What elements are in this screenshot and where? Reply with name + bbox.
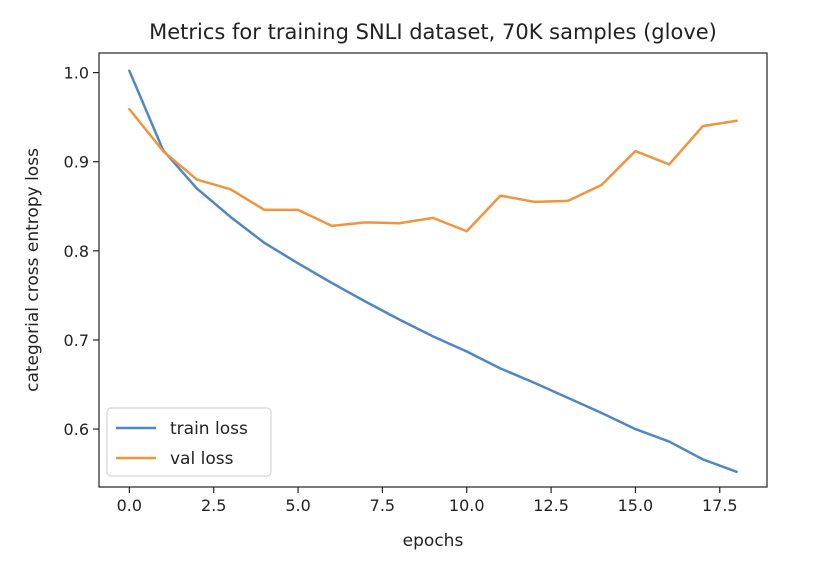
- x-tick-label: 2.5: [201, 496, 226, 515]
- y-tick-label: 1.0: [64, 64, 89, 83]
- x-tick-label: 12.5: [533, 496, 569, 515]
- y-axis-label: categorial cross entropy loss: [23, 148, 43, 392]
- y-axis-ticks: 0.6 0.7 0.8 0.9 1.0: [64, 64, 99, 439]
- x-axis-label: epochs: [403, 531, 464, 551]
- x-tick-label: 7.5: [370, 496, 395, 515]
- y-tick-label: 0.7: [64, 331, 89, 350]
- x-tick-label: 10.0: [449, 496, 485, 515]
- legend-label-train-loss: train loss: [170, 419, 248, 439]
- y-tick-label: 0.9: [64, 153, 89, 172]
- x-tick-label: 0.0: [117, 496, 142, 515]
- series-line-val-loss: [128, 107, 738, 233]
- x-tick-label: 15.0: [618, 496, 654, 515]
- series-line-train-loss: [128, 69, 738, 474]
- x-tick-label: 17.5: [702, 496, 738, 515]
- chart-title: Metrics for training SNLI dataset, 70K s…: [149, 20, 717, 44]
- legend-label-val-loss: val loss: [170, 449, 234, 469]
- legend: train loss val loss: [106, 407, 272, 477]
- y-tick-label: 0.6: [64, 420, 89, 439]
- series-lines: [128, 69, 738, 474]
- x-tick-label: 5.0: [285, 496, 310, 515]
- y-tick-label: 0.8: [64, 242, 89, 261]
- x-axis-ticks: 0.0 2.5 5.0 7.5 10.0 12.5 15.0 17.5: [117, 487, 738, 515]
